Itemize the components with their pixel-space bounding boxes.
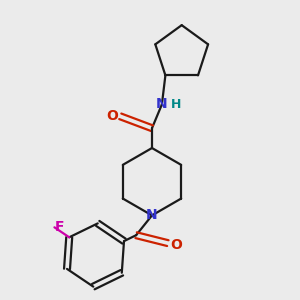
Text: O: O xyxy=(106,109,118,123)
Text: N: N xyxy=(156,98,168,111)
Text: O: O xyxy=(170,238,182,252)
Text: H: H xyxy=(171,98,181,111)
Text: F: F xyxy=(55,220,64,234)
Text: N: N xyxy=(146,208,158,222)
